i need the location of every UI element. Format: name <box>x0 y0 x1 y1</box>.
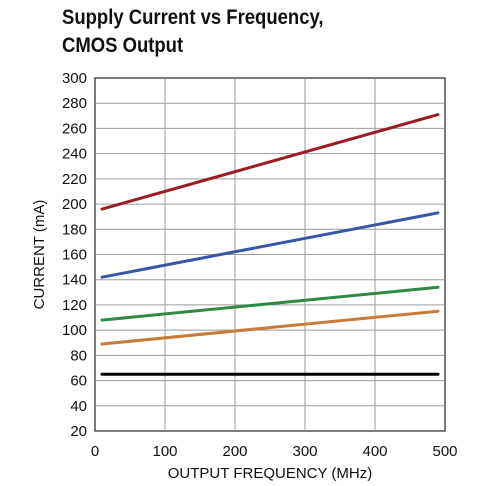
series-line-1 <box>100 113 440 211</box>
x-tick-label: 300 <box>292 443 317 460</box>
y-tick-label: 180 <box>62 221 87 238</box>
x-axis-label: OUTPUT FREQUENCY (MHz) <box>168 465 372 482</box>
y-axis-label: CURRENT (mA) <box>31 200 48 310</box>
y-axis-ticks: 20 40 60 80 100 120 140 160 180 200 220 240 260 280 30… <box>62 70 87 440</box>
y-tick-label: 240 <box>62 146 87 163</box>
chart-title-line-2: CMOS Output <box>62 34 184 57</box>
y-tick-label: 20 <box>70 423 87 440</box>
series-lines <box>100 113 440 376</box>
x-tick-label: 500 <box>432 443 457 460</box>
y-tick-label: 120 <box>62 297 87 314</box>
y-tick-label: 100 <box>62 322 87 339</box>
series-line-2 <box>100 211 440 279</box>
x-tick-label: 100 <box>152 443 177 460</box>
series-line-3 <box>100 285 440 322</box>
x-tick-label: 400 <box>362 443 387 460</box>
chart-title-line-1: Supply Current vs Frequency, <box>62 6 324 29</box>
series-line-4 <box>100 309 440 346</box>
y-tick-label: 220 <box>62 171 87 188</box>
x-tick-label: 200 <box>222 443 247 460</box>
y-tick-label: 160 <box>62 247 87 264</box>
x-tick-label: 0 <box>91 443 99 460</box>
y-tick-label: 80 <box>70 347 87 364</box>
y-tick-label: 280 <box>62 95 87 112</box>
y-tick-label: 300 <box>62 70 87 87</box>
y-tick-label: 140 <box>62 272 87 289</box>
y-tick-label: 200 <box>62 196 87 213</box>
chart-title: Supply Current vs Frequency, CMOS Output <box>62 4 359 60</box>
y-tick-label: 260 <box>62 120 87 137</box>
y-tick-label: 60 <box>70 373 87 390</box>
grid-lines <box>95 78 445 431</box>
y-tick-label: 40 <box>70 398 87 415</box>
x-axis-ticks: 0 100 200 300 400 500 <box>91 443 458 460</box>
